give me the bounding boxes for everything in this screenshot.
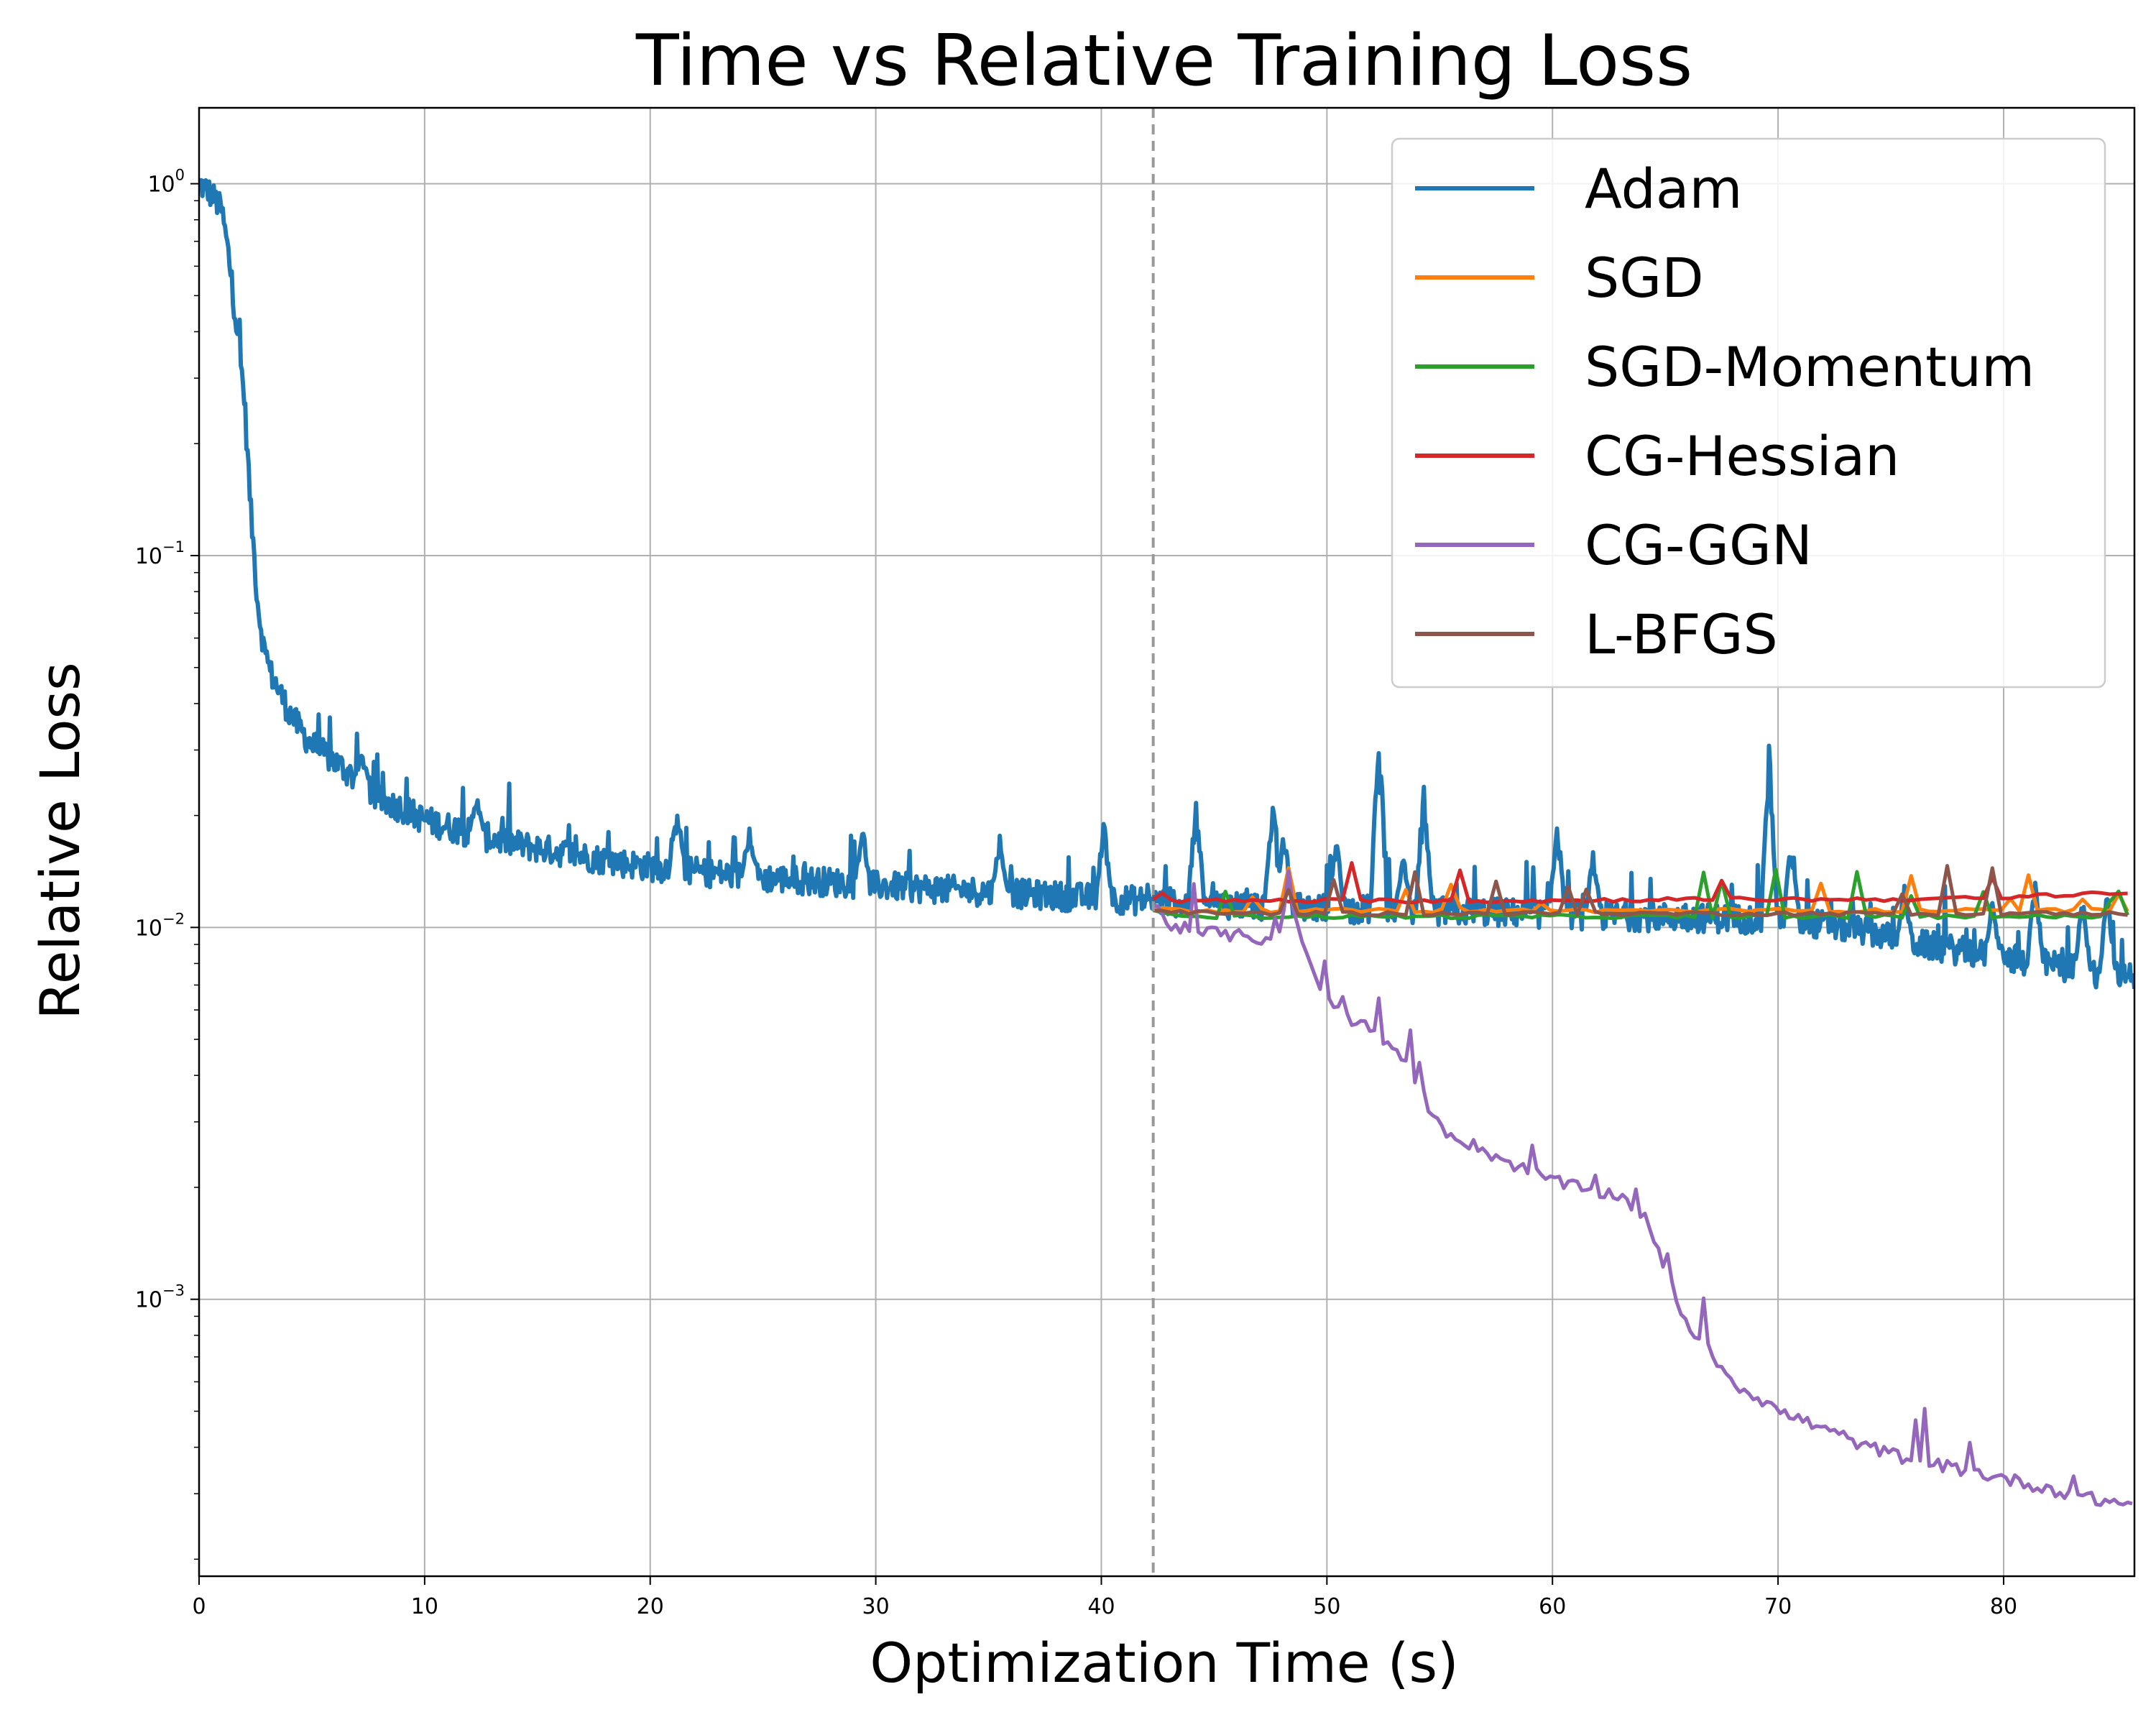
x-tick-label: 80 — [1990, 1594, 2017, 1619]
series-line-l-bfgs — [1153, 864, 2128, 918]
axes: 0 10 20 30 40 50 60 70 80 100 10−1 10−2 10−3 — [135, 106, 2136, 1619]
x-tick-label: 50 — [1313, 1594, 1340, 1619]
x-tick-label: 30 — [862, 1594, 890, 1619]
x-tick-label: 20 — [637, 1594, 664, 1619]
plot-area — [199, 108, 2134, 1576]
y-tick-label: 10−2 — [135, 910, 185, 941]
legend-label-cg-ggn: CG-GGN — [1585, 513, 1812, 577]
chart-title: Time vs Relative Training Loss — [635, 20, 1692, 102]
x-axis-label: Optimization Time (s) — [870, 1631, 1458, 1695]
y-tick-label: 10−3 — [135, 1282, 185, 1313]
x-tick-label: 70 — [1764, 1594, 1792, 1619]
series-line-cg-ggn — [1153, 869, 2133, 1507]
legend-box — [1391, 137, 2106, 689]
y-tick-label: 10−1 — [135, 538, 185, 569]
legend-label-sgd-momentum: SGD-Momentum — [1585, 335, 2035, 399]
x-tick-label: 10 — [411, 1594, 438, 1619]
y-axis-label: Relative Loss — [28, 662, 92, 1019]
x-tick-label: 40 — [1087, 1594, 1115, 1619]
legend-label-adam: Adam — [1585, 157, 1743, 221]
axes-frame — [198, 106, 2136, 1578]
x-tick-label: 60 — [1539, 1594, 1566, 1619]
series-line-sgd-momentum — [1153, 868, 2129, 921]
series-line-sgd — [1153, 865, 2129, 915]
legend: Adam SGD SGD-Momentum CG-Hessian CG-GGN L-BFG… — [1391, 137, 2106, 689]
legend-label-sgd: SGD — [1585, 246, 1704, 310]
legend-label-cg-hessian: CG-Hessian — [1585, 424, 1899, 488]
legend-label-l-bfgs: L-BFGS — [1585, 602, 1778, 666]
x-tick-label: 0 — [192, 1594, 206, 1619]
y-tick-label: 100 — [147, 167, 185, 198]
series-line-cg-hessian — [1152, 861, 2128, 905]
